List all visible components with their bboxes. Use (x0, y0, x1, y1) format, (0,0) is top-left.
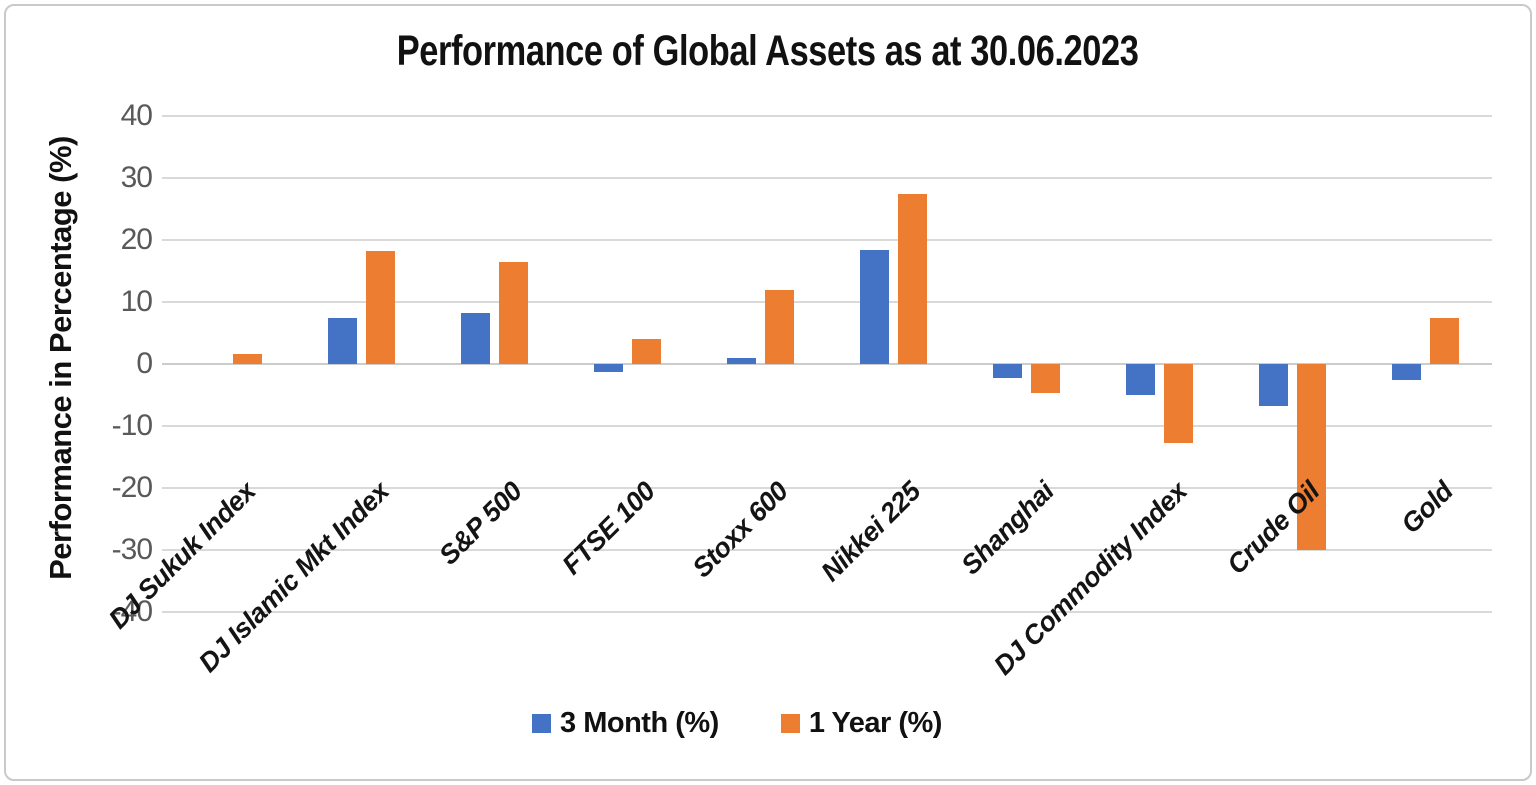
bar-1-year-s-p-500 (499, 261, 528, 364)
bar-1-year-dj-islamic-mkt-index (366, 250, 395, 364)
bar-1-year-dj-sukuk-index (233, 354, 262, 364)
category-label-ftse-100: FTSE 100 (556, 476, 661, 581)
bar-3-month-crude-oil (1259, 364, 1288, 406)
bar-3-month-stoxx-600 (727, 358, 756, 364)
y-tick-label--20: -20 (111, 471, 153, 504)
bar-3-month-gold (1392, 364, 1421, 380)
bar-3-month-nikkei-225 (860, 249, 889, 364)
bar-3-month-ftse-100 (594, 364, 623, 373)
bar-3-month-s-p-500 (461, 312, 490, 364)
chart-title: Performance of Global Assets as at 30.06… (0, 26, 1536, 76)
gridline-10 (162, 301, 1492, 303)
y-tick-label--10: -10 (111, 409, 153, 442)
legend: 3 Month (%) 1 Year (%) (0, 701, 1536, 745)
bar-3-month-dj-commodity-index (1126, 364, 1155, 395)
bar-1-year-shanghai (1031, 364, 1060, 393)
gridline-0 (162, 363, 1492, 365)
gridline--30 (162, 549, 1492, 551)
legend-label-3-month: 3 Month (%) (560, 706, 719, 739)
legend-swatch-3-month (532, 713, 552, 733)
gridline-30 (162, 177, 1492, 179)
legend-label-1-year: 1 Year (%) (808, 706, 943, 739)
gridline-40 (162, 115, 1492, 117)
category-label-gold: Gold (1395, 476, 1459, 540)
category-label-s-p-500: S&P 500 (433, 476, 528, 571)
legend-item-1-year: 1 Year (%) (780, 706, 943, 740)
bar-1-year-nikkei-225 (898, 193, 927, 364)
plot-area: 40 30 20 10 0 -10 -20 -30 -40 DJ Sukuk Index DJ Is… (103, 99, 1492, 681)
y-tick-label-40: 40 (120, 99, 153, 132)
y-tick-label-30: 30 (120, 161, 153, 194)
bar-1-year-gold (1430, 317, 1459, 364)
category-label-nikkei-225: Nikkei 225 (815, 476, 927, 588)
bar-1-year-dj-commodity-index (1164, 364, 1193, 444)
gridline--20 (162, 487, 1492, 489)
bar-1-year-crude-oil (1297, 364, 1326, 550)
gridline--40 (162, 611, 1492, 613)
legend-swatch-1-year (780, 713, 800, 733)
y-tick-label-0: 0 (136, 347, 153, 380)
chart-title-text: Performance of Global Assets as at 30.06… (397, 26, 1139, 75)
bar-3-month-dj-islamic-mkt-index (328, 318, 357, 364)
bar-3-month-shanghai (993, 364, 1022, 378)
bar-1-year-ftse-100 (632, 339, 661, 364)
y-tick-label-20: 20 (120, 223, 153, 256)
y-tick-label--40: -40 (111, 595, 153, 628)
category-label-stoxx-600: Stoxx 600 (686, 476, 794, 584)
y-tick-label-10: 10 (120, 285, 153, 318)
bar-1-year-stoxx-600 (765, 289, 794, 364)
gridline--10 (162, 425, 1492, 427)
gridline-20 (162, 239, 1492, 241)
category-label-shanghai: Shanghai (955, 476, 1060, 581)
y-tick-label--30: -30 (111, 533, 153, 566)
legend-item-3-month: 3 Month (%) (532, 707, 719, 740)
